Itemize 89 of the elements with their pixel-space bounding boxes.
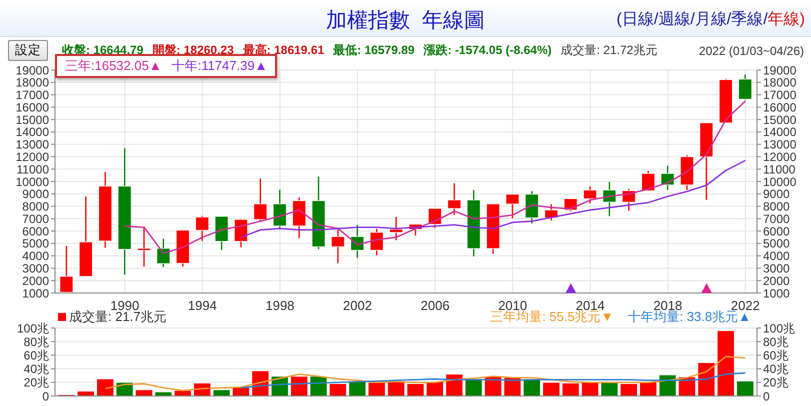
- y-tick-label: 3000: [22, 261, 50, 276]
- y2-tick-label: 3000: [763, 261, 790, 276]
- y-tick-label: 4000: [22, 249, 50, 264]
- y2-tick-label: 16000: [763, 100, 797, 114]
- y2-tick-label: 10000: [763, 174, 797, 189]
- y-tick-label: 18000: [16, 76, 50, 90]
- y-tick-label: 1000: [22, 286, 50, 300]
- candlestick: [738, 74, 752, 101]
- y-tick-label: 10000: [16, 174, 50, 189]
- candlestick: [641, 170, 656, 192]
- y2-tick-label: 5000: [763, 236, 790, 251]
- y2-tick-label: 9000: [763, 187, 790, 202]
- y-tick-label: 15000: [16, 112, 50, 127]
- candlestick: [370, 228, 384, 256]
- y2-tick-label: 8000: [763, 200, 790, 214]
- x-tick-label: 2022: [730, 298, 760, 314]
- text: 2022 (01/03~04/26): [698, 44, 804, 58]
- x-tick-label: 1998: [265, 298, 294, 314]
- y-tick-label: 20兆: [24, 376, 49, 390]
- y2-tick-label: 80兆: [763, 334, 788, 349]
- y2-tick-label: 11000: [763, 162, 796, 176]
- candlestick: [583, 186, 597, 204]
- candlestick: [506, 193, 520, 219]
- y2-tick-label: 12000: [763, 150, 797, 164]
- text: 漲跌: -1574.05 (-8.64%): [424, 42, 552, 59]
- y2-tick-label: 7000: [763, 212, 790, 226]
- y-tick-label: 11000: [16, 162, 50, 176]
- y2-tick-label: 20兆: [763, 376, 788, 390]
- y2-tick-label: 2000: [763, 274, 790, 288]
- settings-button: 設定: [8, 40, 48, 61]
- y2-tick-label: 4000: [763, 249, 790, 264]
- y-tick-label: 19000: [16, 63, 50, 78]
- text: 三年:16532.05▲: [65, 57, 162, 75]
- chart-title: 加權指數 年線圖: [326, 9, 485, 32]
- x-tick-label: 1994: [188, 298, 217, 314]
- y-tick-label: 80兆: [24, 334, 49, 349]
- candlestick: [525, 190, 539, 224]
- candlestick: [272, 189, 287, 229]
- y-tick-label: 0: [42, 389, 50, 404]
- x-tick-label: 2002: [343, 298, 372, 314]
- y-tick-label: 6000: [22, 224, 50, 238]
- y-tick-label: 9000: [22, 187, 50, 202]
- y2-tick-label: 15000: [763, 112, 797, 127]
- bar: [736, 380, 754, 396]
- x-tick-label: 2006: [420, 298, 450, 314]
- y2-tick-label: 1000: [763, 286, 790, 300]
- y-tick-label: 14000: [16, 125, 50, 140]
- line-series: [104, 356, 746, 392]
- candlestick: [234, 218, 248, 248]
- candlestick: [60, 245, 74, 293]
- candlestick: [137, 226, 151, 268]
- bar: [620, 383, 638, 396]
- bar: [368, 382, 386, 396]
- text: 最低: 16579.89: [333, 42, 415, 59]
- candlestick: [156, 238, 170, 268]
- y-tick-label: 2000: [22, 274, 50, 288]
- y2-tick-label: 6000: [763, 224, 790, 238]
- y-tick-label: 8000: [22, 200, 50, 214]
- y-tick-label: 16000: [16, 100, 50, 114]
- bar: [96, 378, 114, 396]
- y2-tick-label: 14000: [763, 125, 797, 140]
- y-tick-label: 60兆: [24, 348, 49, 362]
- y-tick-label: 13000: [16, 138, 50, 152]
- y-tick-label: 5000: [22, 236, 50, 251]
- y2-tick-label: 40兆: [763, 362, 788, 376]
- text: 十年:11747.39▲: [172, 57, 268, 75]
- text: (日線/週線/月線/季線/年線): [616, 11, 805, 28]
- candlestick: [428, 208, 442, 229]
- candlestick: [389, 216, 403, 241]
- bar: [542, 382, 560, 396]
- y2-tick-label: 17000: [763, 88, 797, 102]
- y2-tick-label: 13000: [763, 138, 797, 152]
- text: 成交量: 21.72兆元: [560, 42, 658, 59]
- y2-tick-label: 18000: [763, 76, 797, 90]
- candlestick: [447, 182, 462, 216]
- candlestick: [331, 229, 345, 264]
- y2-tick-label: 100兆: [763, 321, 796, 336]
- y-tick-label: 17000: [16, 88, 50, 102]
- y2-tick-label: 60兆: [763, 348, 788, 362]
- y2-tick-label: 19000: [763, 63, 797, 78]
- y-tick-label: 100兆: [16, 321, 49, 336]
- y-tick-label: 40兆: [24, 362, 49, 376]
- y-tick-label: 7000: [22, 212, 50, 226]
- candlestick: [254, 178, 268, 222]
- candlestick: [195, 215, 209, 242]
- bar: [716, 330, 735, 396]
- line-series: [240, 372, 746, 389]
- y2-tick-label: 0: [763, 389, 770, 404]
- y-tick-label: 12000: [16, 150, 50, 164]
